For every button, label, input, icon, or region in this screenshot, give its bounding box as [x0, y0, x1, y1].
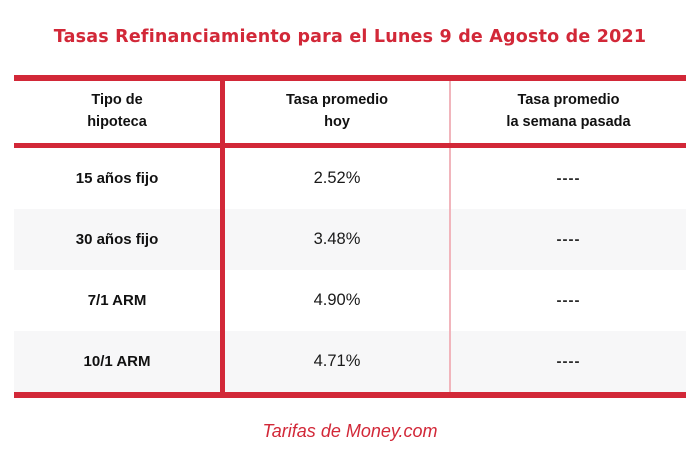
refinance-rates-table: Tipo de hipoteca Tasa promedio hoy Tasa …: [14, 75, 686, 398]
mortgage-type-cell: 7/1 ARM: [14, 270, 225, 331]
rate-last-week-cell: ----: [556, 292, 581, 309]
column-header-mortgage-type: Tipo de hipoteca: [14, 81, 225, 143]
mortgage-type-cell: 15 años fijo: [14, 148, 225, 209]
column-header-rate-last-week: Tasa promedio la semana pasada: [506, 92, 631, 130]
source-attribution: Tarifas de Money.com: [262, 421, 438, 441]
rate-last-week-cell: ----: [556, 231, 581, 248]
table-row: 15 años fijo 2.52% ----: [14, 148, 686, 209]
table-row: 30 años fijo 3.48% ----: [14, 209, 686, 270]
page-title: Tasas Refinanciamiento para el Lunes 9 d…: [53, 27, 647, 47]
mortgage-type-cell: 30 años fijo: [14, 209, 225, 270]
rate-today-cell: 4.90%: [225, 270, 451, 331]
rate-last-week-cell: ----: [556, 170, 581, 187]
table-header-row: Tipo de hipoteca Tasa promedio hoy Tasa …: [14, 81, 686, 148]
mortgage-type-cell: 10/1 ARM: [14, 331, 225, 392]
rate-today-cell: 2.52%: [225, 148, 451, 209]
column-header-rate-today: Tasa promedio hoy: [225, 81, 451, 143]
table-row: 10/1 ARM 4.71% ----: [14, 331, 686, 392]
rate-last-week-cell: ----: [556, 353, 581, 370]
table-row: 7/1 ARM 4.90% ----: [14, 270, 686, 331]
rate-today-cell: 3.48%: [225, 209, 451, 270]
rate-today-cell: 4.71%: [225, 331, 451, 392]
